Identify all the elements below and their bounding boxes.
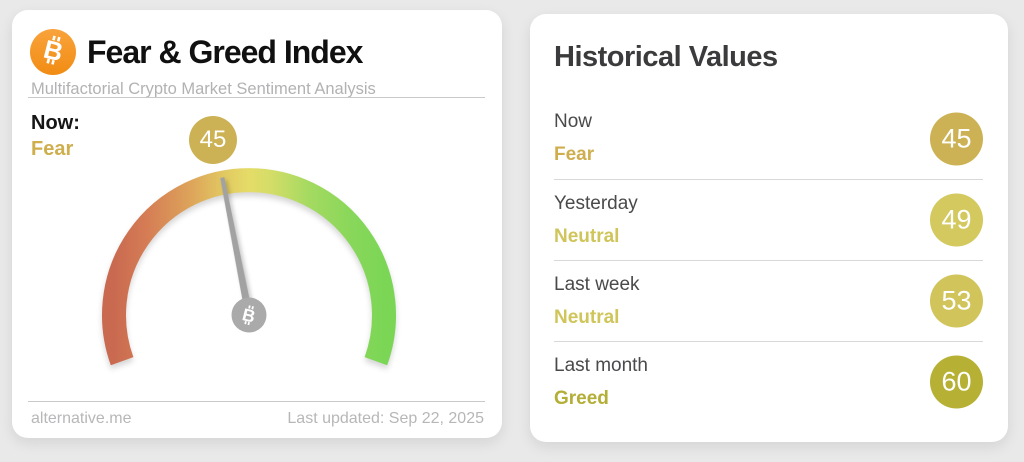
bitcoin-hub-icon: B [240,304,257,326]
now-label: Now: [31,112,80,134]
table-row-last-week: Last week Neutral 53 [554,260,983,341]
now-sentiment: Fear [31,138,74,160]
gauge-value-badge: 45 [189,116,237,164]
row-label: Yesterday [554,193,638,214]
bitcoin-icon: B [30,29,76,75]
gauge-hub [231,297,267,333]
header-divider [28,97,485,98]
historical-values-title: Historical Values [554,41,778,73]
historical-values-card: Historical Values Now Fear 45 Yesterday … [530,14,1008,442]
fear-greed-card: B Fear & Greed Index Multifactorial Cryp… [12,10,502,438]
table-row-now: Now Fear 45 [554,98,983,179]
svg-text:B: B [240,304,257,326]
row-label: Last week [554,274,640,295]
table-row-last-month: Last month Greed 60 [554,341,983,422]
table-row-yesterday: Yesterday Neutral 49 [554,179,983,260]
page-title: Fear & Greed Index [87,33,363,70]
value-badge: 60 [930,355,983,409]
row-sentiment: Fear [554,144,595,165]
footer-divider [28,401,485,402]
historical-values-list: Now Fear 45 Yesterday Neutral 49 Last we… [554,98,983,422]
last-updated-text: Last updated: Sep 22, 2025 [287,410,484,427]
value-badge: 53 [930,274,983,328]
value-badge: 45 [930,112,983,165]
source-link[interactable]: alternative.me [31,410,132,427]
gauge: B [94,160,408,378]
card-header: B Fear & Greed Index [30,29,363,75]
row-sentiment: Greed [554,388,609,409]
row-label: Last month [554,355,648,376]
row-sentiment: Neutral [554,226,620,247]
gauge-needle [220,177,254,319]
subtitle: Multifactorial Crypto Market Sentiment A… [31,80,376,98]
row-sentiment: Neutral [554,307,620,328]
row-label: Now [554,111,593,132]
value-badge: 49 [930,193,983,247]
gauge-arc [102,168,396,366]
